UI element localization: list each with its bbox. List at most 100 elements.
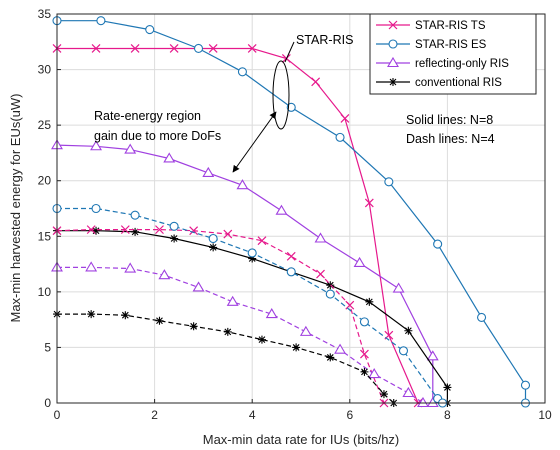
y-tick-label: 30 <box>38 63 52 77</box>
annotations: STAR-RIS Rate-energy region gain due to … <box>94 33 495 173</box>
data-point <box>247 44 257 53</box>
legend-label: STAR-RIS ES <box>415 39 487 51</box>
data-point <box>85 261 98 272</box>
data-point <box>247 248 257 258</box>
plot-frame <box>56 13 546 404</box>
data-point <box>402 386 415 398</box>
legend-label: reflecting-only RIS <box>415 58 509 70</box>
data-point <box>426 350 439 361</box>
y-tick-label: 15 <box>38 229 52 243</box>
data-point <box>120 225 130 235</box>
data-point <box>477 312 487 322</box>
x-tick-label: 10 <box>538 408 552 422</box>
data-point <box>193 43 204 54</box>
data-point <box>360 349 369 359</box>
data-point <box>345 300 355 310</box>
data-point <box>398 346 409 356</box>
data-point <box>286 102 296 112</box>
data-point <box>208 44 218 53</box>
data-point <box>417 396 429 408</box>
data-point <box>130 210 140 220</box>
data-point <box>292 343 301 352</box>
legend-entry: STAR-RIS ES <box>376 39 487 51</box>
data-point <box>158 269 171 280</box>
data-point <box>226 295 239 306</box>
data-point <box>145 25 155 35</box>
legend-entries: STAR-RIS TS STAR-RIS ES reflecting-only RI… <box>376 20 509 89</box>
data-point <box>87 310 96 319</box>
data-point <box>340 114 350 123</box>
data-point <box>299 325 312 336</box>
data-point <box>192 281 205 292</box>
data-point <box>335 132 345 142</box>
data-point <box>130 44 140 53</box>
data-point <box>364 198 374 208</box>
data-point <box>169 44 179 53</box>
x-tick-label: 0 <box>54 408 61 422</box>
data-point <box>189 322 198 331</box>
series-line <box>57 266 424 404</box>
data-point <box>379 390 388 399</box>
legend-label: STAR-RIS TS <box>415 20 486 32</box>
data-point <box>334 343 347 354</box>
annotation-solid-lines: Solid lines: N=8 <box>406 113 493 127</box>
data-point <box>189 226 199 236</box>
data-point <box>353 256 366 268</box>
legend-entry: STAR-RIS TS <box>376 20 486 32</box>
annotation-star-ris: STAR-RIS <box>296 33 353 47</box>
legend-label: conventional RIS <box>415 77 502 89</box>
data-point <box>121 311 130 320</box>
data-point <box>314 232 327 243</box>
data-point <box>257 335 266 344</box>
data-point <box>223 229 233 239</box>
data-point <box>169 221 179 231</box>
legend-marker <box>389 78 397 86</box>
data-point <box>265 308 278 319</box>
data-point <box>275 204 288 215</box>
data-point <box>170 234 179 243</box>
data-point <box>404 326 413 335</box>
data-point <box>202 166 215 177</box>
data-point <box>286 267 296 277</box>
y-tick-label: 0 <box>44 396 51 410</box>
data-point <box>286 251 296 261</box>
data-point <box>360 367 369 376</box>
data-point <box>124 143 137 154</box>
data-point <box>384 177 394 187</box>
legend-box <box>369 13 537 95</box>
x-axis-label: Max-min data rate for IUs (bits/hz) <box>203 432 400 447</box>
series-n4-5-dashed <box>52 203 448 408</box>
data-point <box>359 317 369 327</box>
series-n4-7-dashed <box>53 310 398 407</box>
data-point <box>90 140 103 151</box>
data-point <box>124 262 137 273</box>
data-point <box>368 368 381 379</box>
series-line <box>57 47 419 404</box>
x-tick-label: 4 <box>249 408 256 422</box>
data-point <box>257 236 267 246</box>
data-point <box>392 282 405 293</box>
star-ris-ellipse <box>272 60 290 130</box>
data-point <box>236 179 249 190</box>
data-point <box>248 254 257 263</box>
y-tick-label: 25 <box>38 118 52 132</box>
data-point <box>91 203 101 214</box>
tick-labels: 0 2 4 6 8 10 0 5 10 15 20 25 30 35 <box>38 7 552 422</box>
star-ris-pointer <box>284 41 295 63</box>
data-point <box>91 44 101 53</box>
annotation-gain-line2: gain due to more DoFs <box>94 129 221 143</box>
series-line <box>56 144 434 403</box>
series-n4-6-dashed <box>51 261 429 408</box>
y-tick-label: 5 <box>44 340 51 354</box>
data-point <box>163 152 176 163</box>
legend-marker <box>387 56 399 68</box>
data-point <box>86 225 96 235</box>
y-axis-label: Max-min harvested energy for EUs(uW) <box>8 93 23 322</box>
data-point <box>155 316 164 325</box>
legend-entry: conventional RIS <box>376 77 502 89</box>
legend-marker <box>388 20 398 30</box>
series-conventional-ris-solid <box>53 226 452 407</box>
series-line <box>56 229 385 404</box>
y-tick-label: 20 <box>38 174 52 188</box>
